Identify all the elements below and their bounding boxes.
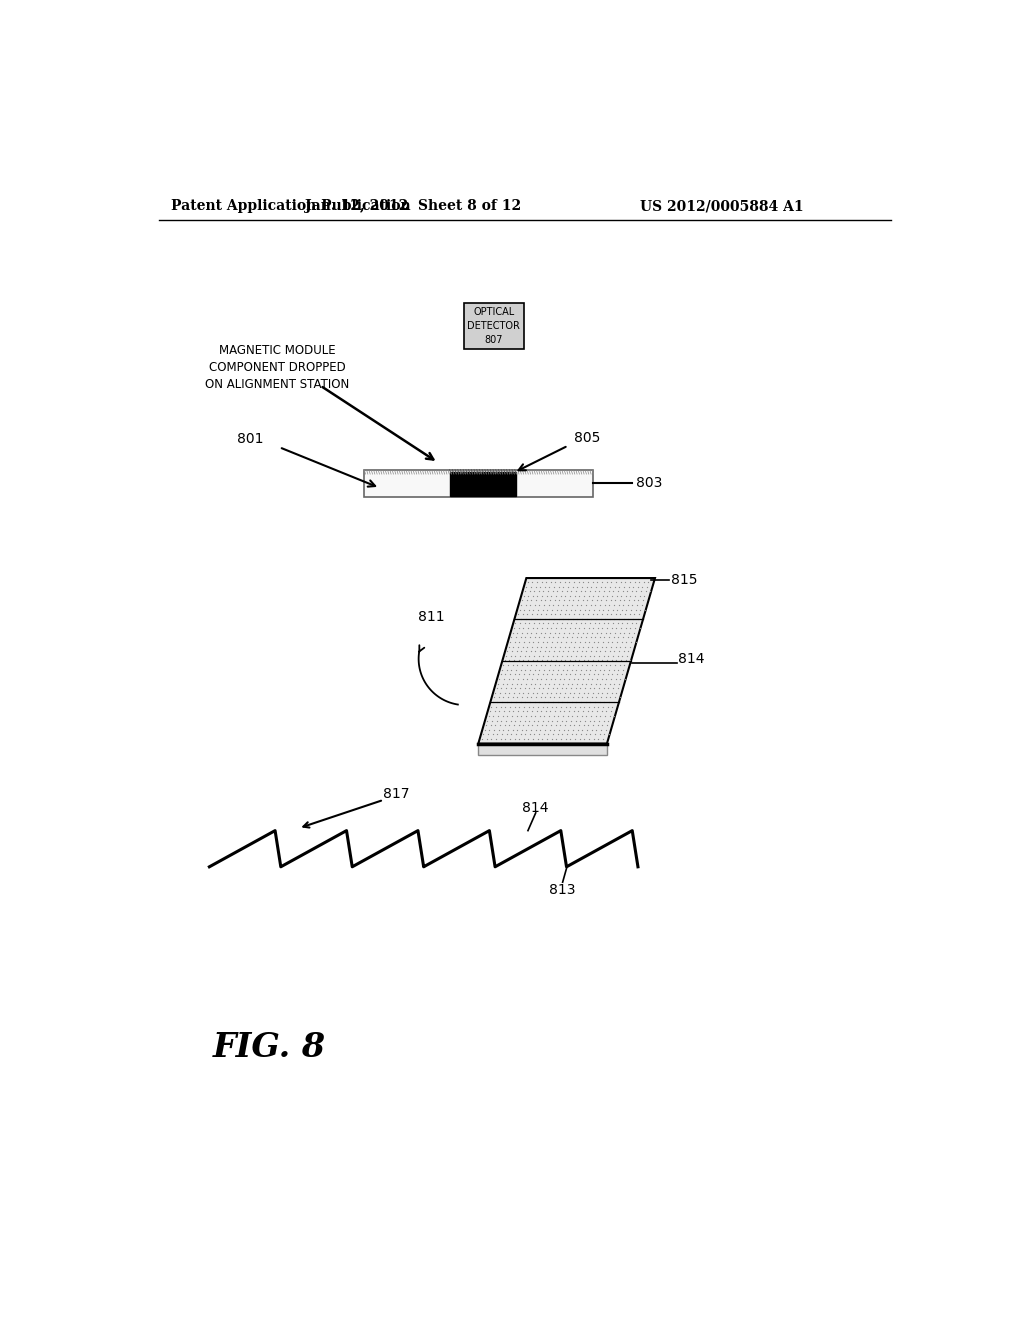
- Text: 814: 814: [522, 800, 549, 814]
- Text: 814: 814: [678, 652, 705, 665]
- Text: OPTICAL
DETECTOR
807: OPTICAL DETECTOR 807: [467, 308, 520, 346]
- Text: Jan. 12, 2012  Sheet 8 of 12: Jan. 12, 2012 Sheet 8 of 12: [305, 199, 521, 213]
- Text: 803: 803: [636, 477, 662, 490]
- Text: 817: 817: [383, 787, 410, 801]
- Text: US 2012/0005884 A1: US 2012/0005884 A1: [640, 199, 803, 213]
- Text: 813: 813: [550, 883, 575, 896]
- Polygon shape: [478, 578, 655, 743]
- Bar: [450, 471, 515, 496]
- Text: 801: 801: [238, 433, 263, 446]
- Bar: [478, 743, 607, 755]
- Text: 815: 815: [671, 573, 697, 587]
- Text: Patent Application Publication: Patent Application Publication: [171, 199, 411, 213]
- Bar: [464, 304, 524, 350]
- Text: 805: 805: [573, 430, 600, 445]
- Text: FIG. 8: FIG. 8: [213, 1031, 327, 1064]
- Text: 811: 811: [418, 610, 444, 623]
- Text: MAGNETIC MODULE
COMPONENT DROPPED
ON ALIGNMENT STATION: MAGNETIC MODULE COMPONENT DROPPED ON ALI…: [206, 345, 350, 391]
- Bar: [365, 470, 593, 498]
